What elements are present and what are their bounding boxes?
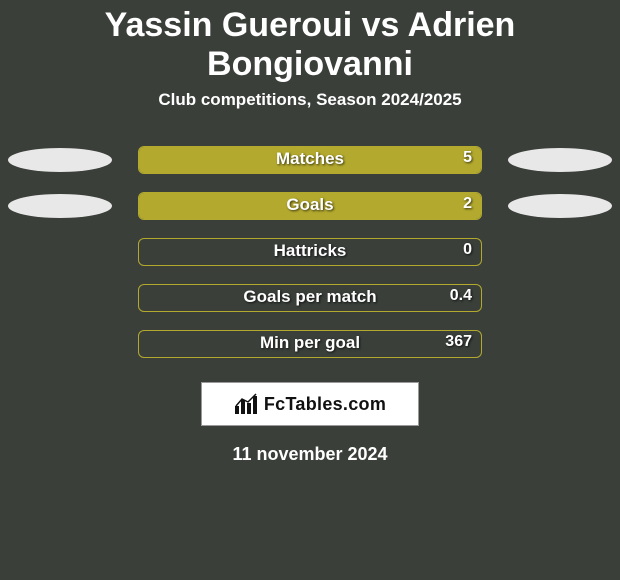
- stat-row: Hattricks0: [0, 232, 620, 278]
- stat-row: Goals per match0.4: [0, 278, 620, 324]
- player-right-placeholder: [508, 194, 612, 218]
- player-right-placeholder: [508, 148, 612, 172]
- player-left-placeholder: [8, 194, 112, 218]
- bar-fill: [139, 193, 481, 219]
- bars-icon: [234, 392, 260, 416]
- stat-row: Matches5: [0, 140, 620, 186]
- bar-container: [138, 192, 482, 220]
- infographic-root: Yassin Gueroui vs Adrien Bongiovanni Clu…: [0, 0, 620, 580]
- logo-box: FcTables.com: [201, 382, 419, 426]
- bar-fill: [139, 147, 481, 173]
- stat-row: Min per goal367: [0, 324, 620, 370]
- bar-container: [138, 238, 482, 266]
- bar-container: [138, 330, 482, 358]
- stat-row: Goals2: [0, 186, 620, 232]
- logo-text: FcTables.com: [264, 394, 386, 415]
- footer-logo-wrap: FcTables.com: [0, 382, 620, 426]
- comparison-chart: Matches5Goals2Hattricks0Goals per match0…: [0, 140, 620, 370]
- page-subtitle: Club competitions, Season 2024/2025: [0, 90, 620, 110]
- bar-container: [138, 284, 482, 312]
- page-title: Yassin Gueroui vs Adrien Bongiovanni: [0, 0, 620, 84]
- bar-container: [138, 146, 482, 174]
- footer-date: 11 november 2024: [0, 444, 620, 465]
- player-left-placeholder: [8, 148, 112, 172]
